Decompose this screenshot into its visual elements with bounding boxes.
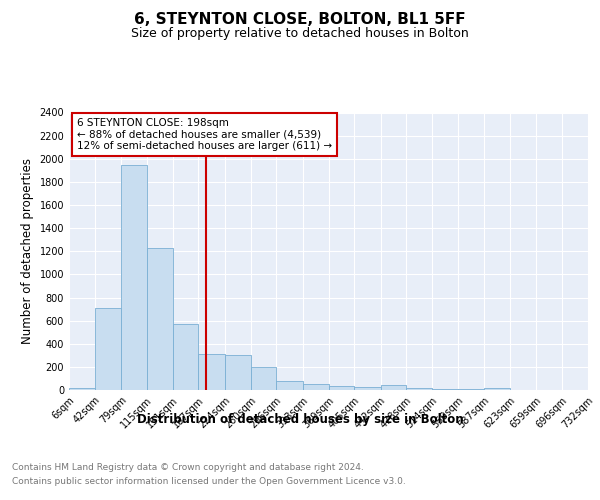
Bar <box>69 388 95 390</box>
Bar <box>225 354 251 390</box>
Text: Contains HM Land Registry data © Crown copyright and database right 2024.: Contains HM Land Registry data © Crown c… <box>12 462 364 471</box>
Bar <box>121 164 147 390</box>
Bar <box>251 367 277 390</box>
Text: 6, STEYNTON CLOSE, BOLTON, BL1 5FF: 6, STEYNTON CLOSE, BOLTON, BL1 5FF <box>134 12 466 28</box>
Text: Distribution of detached houses by size in Bolton: Distribution of detached houses by size … <box>137 412 463 426</box>
Bar <box>199 354 225 390</box>
Bar <box>354 386 380 390</box>
Text: 6 STEYNTON CLOSE: 198sqm
← 88% of detached houses are smaller (4,539)
12% of sem: 6 STEYNTON CLOSE: 198sqm ← 88% of detach… <box>77 118 332 151</box>
Bar <box>173 324 199 390</box>
Text: Size of property relative to detached houses in Bolton: Size of property relative to detached ho… <box>131 28 469 40</box>
Bar <box>147 248 173 390</box>
Bar <box>406 388 432 390</box>
Bar <box>95 308 121 390</box>
Bar <box>380 386 406 390</box>
Bar <box>277 381 303 390</box>
Y-axis label: Number of detached properties: Number of detached properties <box>21 158 34 344</box>
Text: Contains public sector information licensed under the Open Government Licence v3: Contains public sector information licen… <box>12 478 406 486</box>
Bar <box>303 384 329 390</box>
Bar <box>329 386 354 390</box>
Bar <box>484 388 510 390</box>
